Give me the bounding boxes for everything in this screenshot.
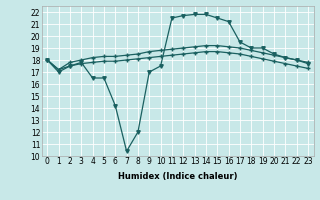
X-axis label: Humidex (Indice chaleur): Humidex (Indice chaleur): [118, 172, 237, 181]
